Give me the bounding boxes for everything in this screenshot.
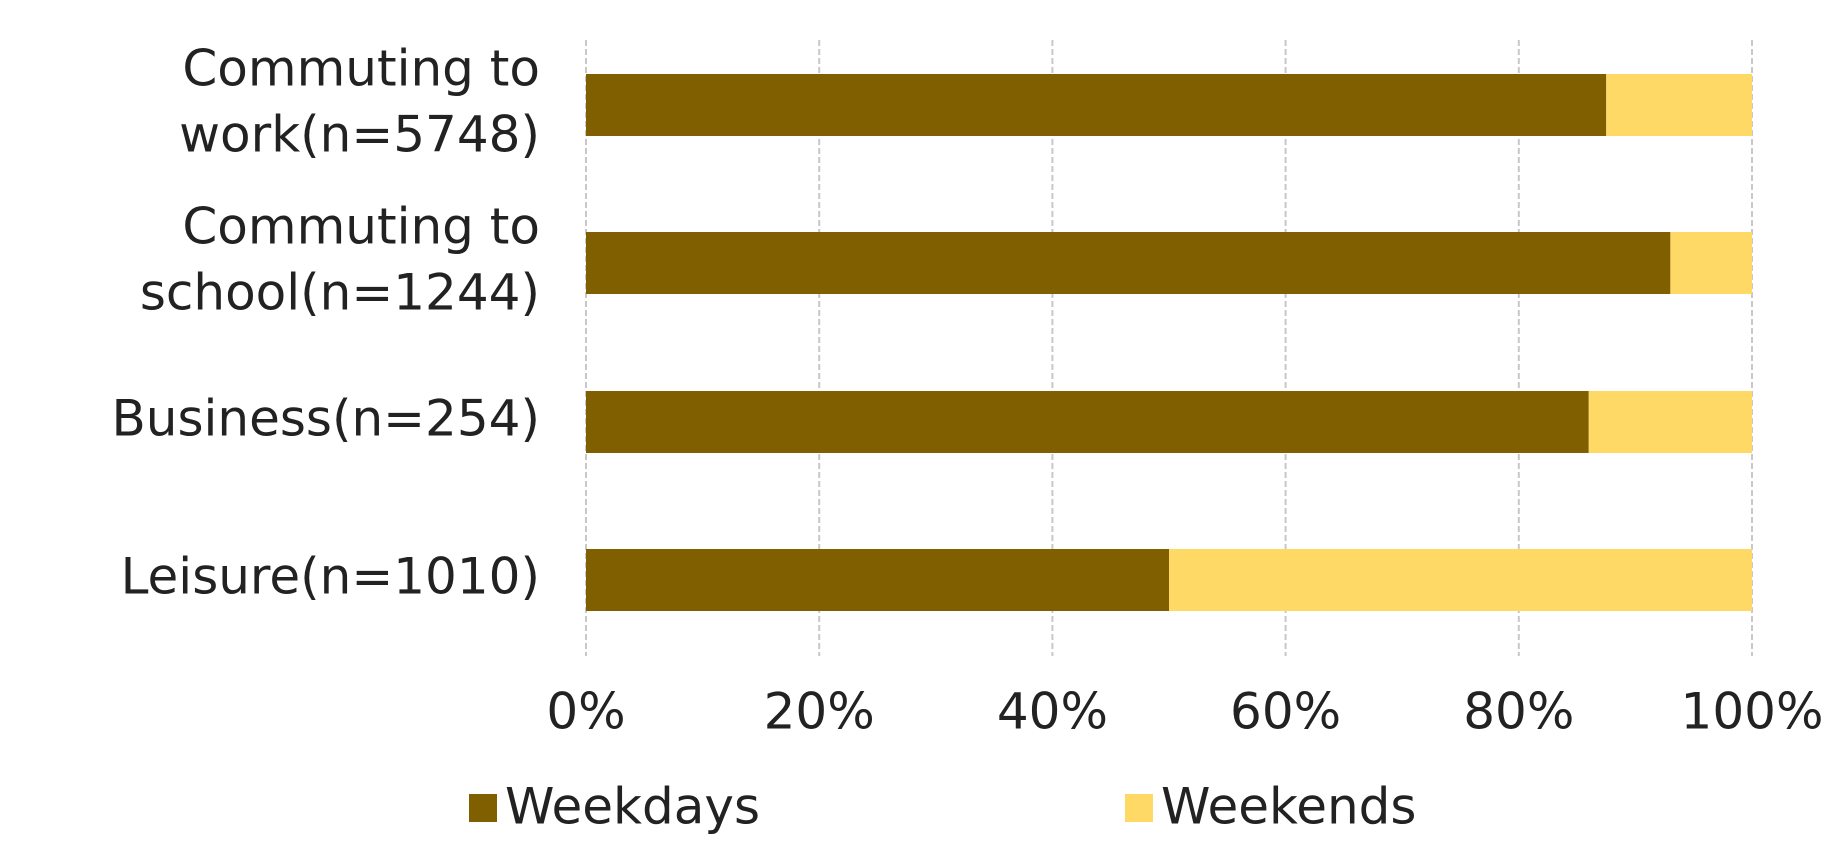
y-tick-label: Commuting to bbox=[182, 40, 540, 98]
bar-segment bbox=[586, 391, 1589, 453]
x-tick-label: 100% bbox=[1681, 683, 1824, 741]
legend-swatch bbox=[469, 794, 497, 822]
x-tick-label: 20% bbox=[764, 683, 875, 741]
legend-label: Weekends bbox=[1161, 778, 1416, 836]
bar-segment bbox=[586, 74, 1607, 136]
x-tick-label: 80% bbox=[1463, 683, 1574, 741]
bar-segment bbox=[1606, 74, 1752, 136]
legend-swatch bbox=[1125, 794, 1153, 822]
y-tick-label: school(n=1244) bbox=[140, 264, 540, 322]
x-tick-label: 60% bbox=[1230, 683, 1341, 741]
bar-segment bbox=[1670, 232, 1752, 294]
bar-segment bbox=[586, 232, 1671, 294]
y-tick-label: Leisure(n=1010) bbox=[121, 548, 540, 606]
x-tick-label: 40% bbox=[997, 683, 1108, 741]
bar-segment bbox=[586, 549, 1169, 611]
y-tick-label: Business(n=254) bbox=[111, 390, 540, 448]
bar-segment bbox=[1588, 391, 1752, 453]
bar-segment bbox=[1169, 549, 1752, 611]
y-tick-label: Commuting to bbox=[182, 198, 540, 256]
x-tick-label: 0% bbox=[546, 683, 625, 741]
legend-label: Weekdays bbox=[505, 778, 760, 836]
y-tick-label: work(n=5748) bbox=[179, 106, 540, 164]
